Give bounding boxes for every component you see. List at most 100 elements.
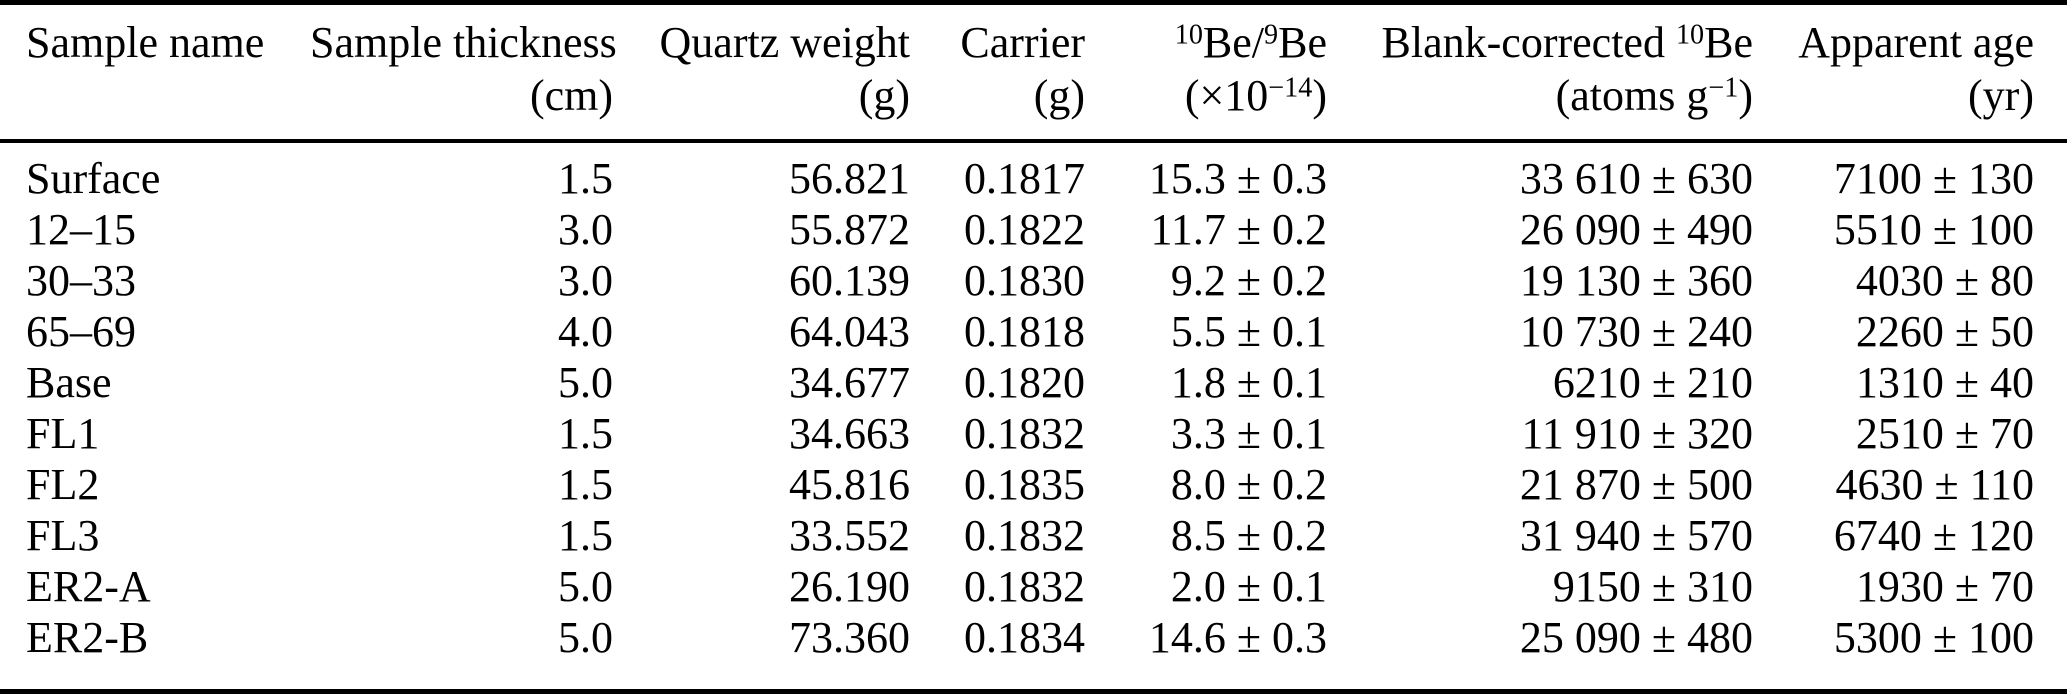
table-body: Surface 1.5 56.821 0.1817 15.3 ± 0.3 33 610 ±…	[0, 141, 2067, 694]
table-cell: 4030 ± 80	[1855, 256, 2034, 305]
col-header-label: Blank-corrected 10Be	[1327, 15, 1753, 71]
table-cell: 0.1820	[964, 358, 1085, 407]
table-cell: 1.8 ± 0.1	[1170, 358, 1327, 407]
table-cell: 0.1832	[964, 562, 1085, 611]
col-header-label: Carrier	[960, 18, 1085, 67]
table-row: FL3 1.5 33.552 0.1832 8.5 ± 0.2 31 940 ± 570 6…	[0, 510, 2067, 561]
table-cell: 14.6 ± 0.3	[1085, 612, 1327, 694]
label-part-superscript: −14	[1268, 72, 1313, 104]
label-part: Be/	[1202, 18, 1265, 67]
col-header-carrier: Carrier (g)	[910, 2, 1085, 143]
table-cell: 1.5	[558, 511, 613, 560]
table-cell: 3.0	[558, 256, 613, 305]
table-cell: 8.0 ± 0.2	[1170, 460, 1327, 509]
label-part: )	[1312, 71, 1327, 120]
table-cell: 0.1822	[964, 205, 1085, 254]
col-header-unit	[26, 71, 310, 121]
table-cell: 15.3 ± 0.3	[1148, 154, 1327, 203]
table-cell: 5510 ± 100	[1833, 205, 2034, 254]
table-cell: 33.552	[789, 511, 910, 560]
col-header-be-ratio: 10Be/9Be (×10−14)	[1085, 2, 1327, 143]
table-cell: 25 090 ± 480	[1327, 612, 1753, 694]
sample-name-cell: 12–15	[26, 205, 136, 254]
label-part-superscript: 10	[1174, 19, 1203, 51]
table-row: ER2-A 5.0 26.190 0.1832 2.0 ± 0.1 9150 ± 310 1…	[0, 561, 2067, 612]
header-row: Sample name Sample thickness (cm) Quartz…	[0, 2, 2067, 143]
sample-name-cell: FL2	[26, 460, 100, 509]
col-header-unit: (atoms g−1)	[1327, 71, 1753, 121]
table-cell: 26 090 ± 490	[1519, 205, 1753, 254]
col-header-unit: (×10−14)	[1085, 71, 1327, 121]
label-part: (×10	[1184, 71, 1269, 120]
table-cell: 9150 ± 310	[1552, 562, 1753, 611]
table-cell: 2.0 ± 0.1	[1170, 562, 1327, 611]
table-cell: 11 910 ± 320	[1521, 409, 1753, 458]
table-cell: 2510 ± 70	[1855, 409, 2034, 458]
table-cell: 0.1832	[964, 409, 1085, 458]
table-cell: 60.139	[789, 256, 910, 305]
sample-name-cell: ER2-A	[26, 562, 151, 611]
table-cell: 64.043	[789, 307, 910, 356]
table-cell: 0.1818	[964, 307, 1085, 356]
table-cell: 0.1832	[964, 511, 1085, 560]
table-row: FL2 1.5 45.816 0.1835 8.0 ± 0.2 21 870 ± 500 4…	[0, 459, 2067, 510]
table-cell: 8.5 ± 0.2	[1170, 511, 1327, 560]
table-cell: 26.190	[789, 562, 910, 611]
table-cell: 56.821	[789, 154, 910, 203]
col-header-unit: (cm)	[529, 71, 613, 120]
table-cell: 3.3 ± 0.1	[1170, 409, 1327, 458]
table-cell: 0.1835	[964, 460, 1085, 509]
table-row: 30–33 3.0 60.139 0.1830 9.2 ± 0.2 19 130 ± 36…	[0, 255, 2067, 306]
table-cell: 5.0	[310, 612, 613, 694]
sample-name-cell: 65–69	[26, 307, 136, 356]
sample-name-cell: Base	[26, 358, 112, 407]
table-row: Surface 1.5 56.821 0.1817 15.3 ± 0.3 33 610 ±…	[0, 141, 2067, 204]
table-cell: 21 870 ± 500	[1519, 460, 1753, 509]
label-part: Be	[1704, 18, 1753, 67]
col-header-blank-corrected-be: Blank-corrected 10Be (atoms g−1)	[1327, 2, 1753, 143]
col-header-unit: (g)	[858, 71, 910, 120]
table-cell: 1.5	[558, 154, 613, 203]
col-header-label: 10Be/9Be	[1085, 15, 1327, 71]
col-header-sample-thickness: Sample thickness (cm)	[310, 2, 617, 143]
table-cell: 34.677	[789, 358, 910, 407]
table-cell: 0.1817	[964, 154, 1085, 203]
table-cell: 1.5	[558, 460, 613, 509]
table-cell: 0.1834	[910, 612, 1085, 694]
table-cell: 5.0	[558, 358, 613, 407]
table-row: 12–15 3.0 55.872 0.1822 11.7 ± 0.2 26 090 ± 4…	[0, 204, 2067, 255]
sample-name-cell: ER2-B	[0, 612, 310, 694]
table-cell: 5.5 ± 0.1	[1170, 307, 1327, 356]
table-row: 65–69 4.0 64.043 0.1818 5.5 ± 0.1 10 730 ± 24…	[0, 306, 2067, 357]
label-part-superscript: 9	[1264, 19, 1279, 51]
table-cell: 2260 ± 50	[1855, 307, 2034, 356]
col-header-unit: (g)	[1033, 71, 1085, 120]
table-cell: 4630 ± 110	[1835, 460, 2034, 509]
col-header-label: Sample thickness	[310, 18, 617, 67]
table-cell: 34.663	[789, 409, 910, 458]
sample-name-cell: FL1	[26, 409, 100, 458]
label-part-superscript: 10	[1675, 19, 1705, 51]
label-part-superscript: −1	[1708, 72, 1739, 104]
label-part: Be	[1278, 18, 1327, 67]
table-cell: 5.0	[558, 562, 613, 611]
table-cell: 10 730 ± 240	[1519, 307, 1753, 356]
table-header: Sample name Sample thickness (cm) Quartz…	[0, 2, 2067, 143]
table-row: Base 5.0 34.677 0.1820 1.8 ± 0.1 6210 ± 210 13…	[0, 357, 2067, 408]
label-part: Blank-corrected	[1381, 18, 1676, 67]
table-cell: 6210 ± 210	[1552, 358, 1753, 407]
col-header-label: Quartz weight	[659, 18, 910, 67]
table-cell: 11.7 ± 0.2	[1150, 205, 1327, 254]
col-header-apparent-age: Apparent age (yr)	[1753, 2, 2067, 143]
table-cell: 3.0	[558, 205, 613, 254]
col-header-unit: (yr)	[1968, 71, 2034, 120]
table-cell: 45.816	[789, 460, 910, 509]
table-cell: 4.0	[558, 307, 613, 356]
table-cell: 55.872	[789, 205, 910, 254]
table-cell: 33 610 ± 630	[1519, 154, 1753, 203]
sample-name-cell: Surface	[26, 154, 161, 203]
table-cell: 7100 ± 130	[1833, 154, 2034, 203]
table-cell: 31 940 ± 570	[1519, 511, 1753, 560]
label-part: (atoms g	[1555, 71, 1709, 120]
